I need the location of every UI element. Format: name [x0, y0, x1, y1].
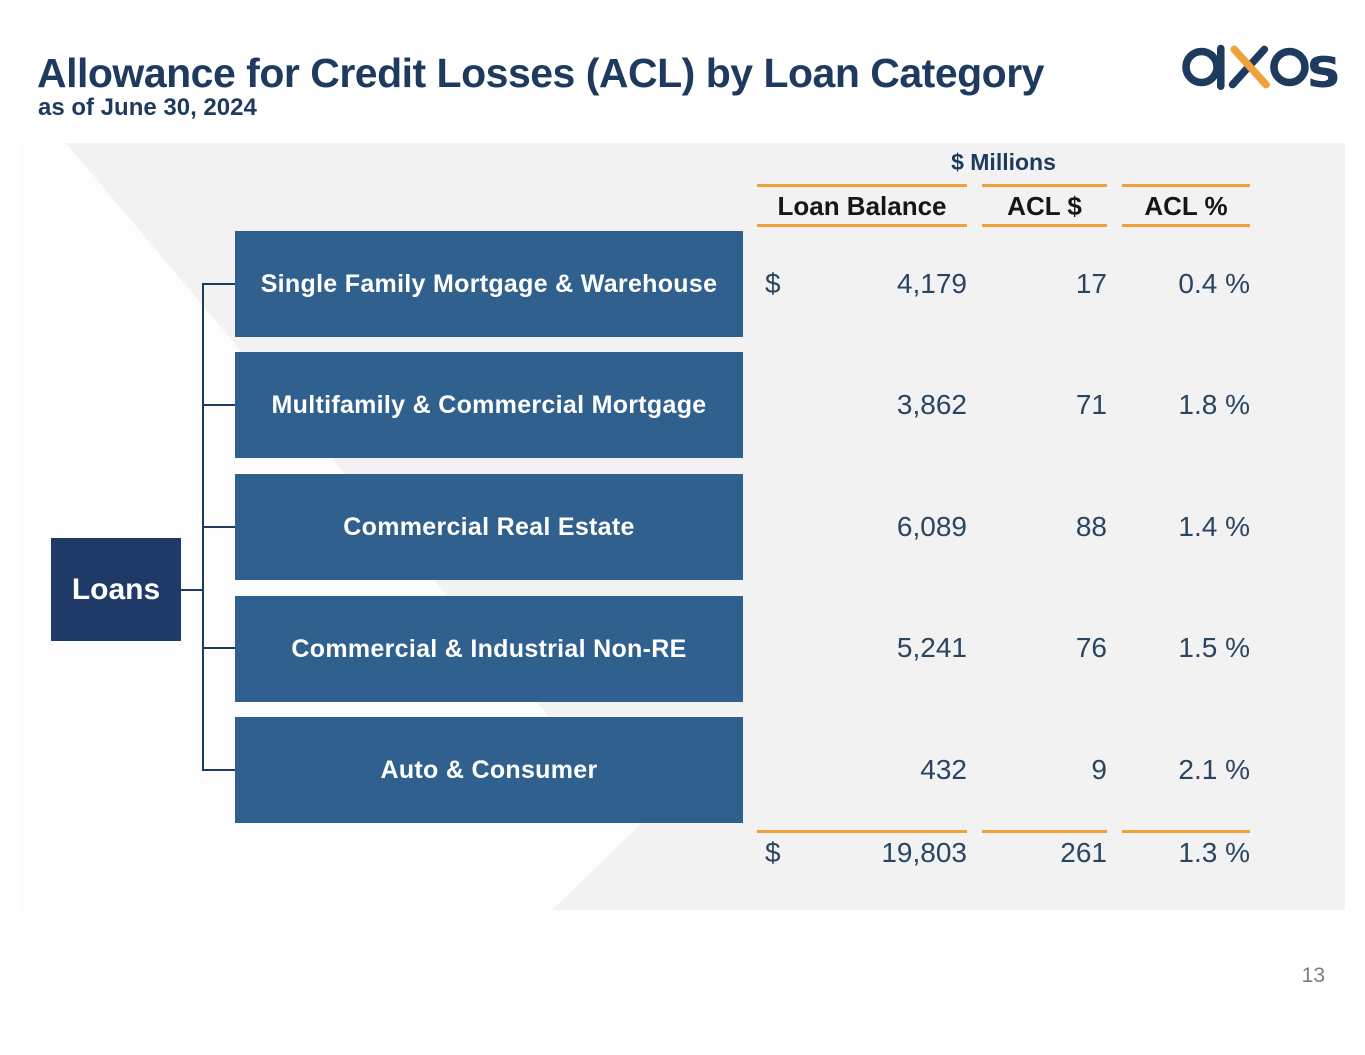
totals-acl-percent: 1.3 % — [1178, 837, 1250, 868]
value: 6,089 — [896, 511, 967, 542]
cell-loan-balance: 432 — [757, 753, 967, 787]
cell-acl-percent: 2.1 % — [1178, 754, 1250, 785]
value: 3,862 — [896, 389, 967, 420]
totals-loan-balance: $ 19,803 — [757, 836, 967, 870]
logo-letter-a-ring — [1182, 47, 1221, 87]
page-subtitle: as of June 30, 2024 — [38, 94, 257, 121]
column-header-acl-percent: ACL % — [1144, 191, 1228, 221]
tree-connector-root — [181, 589, 203, 591]
cell-loan-balance: 3,862 — [757, 388, 967, 422]
totals-rule — [1122, 830, 1250, 833]
tree-connector-stub — [202, 404, 235, 406]
tree-connector-stub — [202, 647, 235, 649]
category-box-auto-consumer: Auto & Consumer — [235, 717, 743, 823]
cell-acl-dollars: 17 — [1075, 268, 1107, 299]
units-header: $ Millions — [951, 149, 1056, 175]
cell-loan-balance: 6,089 — [757, 510, 967, 544]
cell-acl-dollars: 76 — [1075, 632, 1107, 663]
cell-acl-dollars: 71 — [1075, 389, 1107, 420]
page-number: 13 — [1301, 964, 1325, 987]
logo-letter-o-ring — [1270, 47, 1309, 87]
cell-acl-percent: 1.5 % — [1178, 632, 1250, 663]
totals-rule — [757, 830, 967, 833]
value: 5,241 — [896, 632, 967, 663]
cell-loan-balance: $ 4,179 — [757, 267, 967, 301]
currency-symbol: $ — [765, 268, 781, 299]
axos-logo: s — [1182, 36, 1340, 98]
cell-acl-percent: 0.4 % — [1178, 268, 1250, 299]
value: 432 — [920, 754, 967, 785]
page-title: Allowance for Credit Losses (ACL) by Loa… — [37, 50, 1045, 96]
tree-connector-stub — [202, 283, 235, 285]
cell-acl-dollars: 9 — [1091, 754, 1107, 785]
value: 19,803 — [881, 837, 967, 868]
category-box-cre: Commercial Real Estate — [235, 474, 743, 580]
totals-rule — [982, 830, 1107, 833]
currency-symbol: $ — [765, 837, 781, 868]
cell-acl-dollars: 88 — [1075, 511, 1107, 542]
column-rule — [982, 224, 1107, 227]
column-header-acl-dollars: ACL $ — [1007, 191, 1082, 221]
loans-root-box: Loans — [51, 538, 181, 641]
cell-loan-balance: 5,241 — [757, 631, 967, 665]
column-rule — [757, 224, 967, 227]
cell-acl-percent: 1.4 % — [1178, 511, 1250, 542]
column-rule — [757, 184, 967, 187]
category-box-ci-non-re: Commercial & Industrial Non-RE — [235, 596, 743, 702]
column-header-loan-balance: Loan Balance — [777, 191, 947, 221]
category-box-multifamily: Multifamily & Commercial Mortgage — [235, 352, 743, 458]
column-rule — [982, 184, 1107, 187]
column-rule — [1122, 224, 1250, 227]
column-rule — [1122, 184, 1250, 187]
tree-connector-stub — [202, 526, 235, 528]
totals-acl-dollars: 261 — [1060, 837, 1107, 868]
logo-x-orange-stroke — [1230, 45, 1270, 89]
cell-acl-percent: 1.8 % — [1178, 389, 1250, 420]
logo-letter-s: s — [1307, 36, 1340, 98]
tree-connector-stub — [202, 769, 235, 771]
category-box-single-family: Single Family Mortgage & Warehouse — [235, 231, 743, 337]
value: 4,179 — [896, 268, 967, 299]
